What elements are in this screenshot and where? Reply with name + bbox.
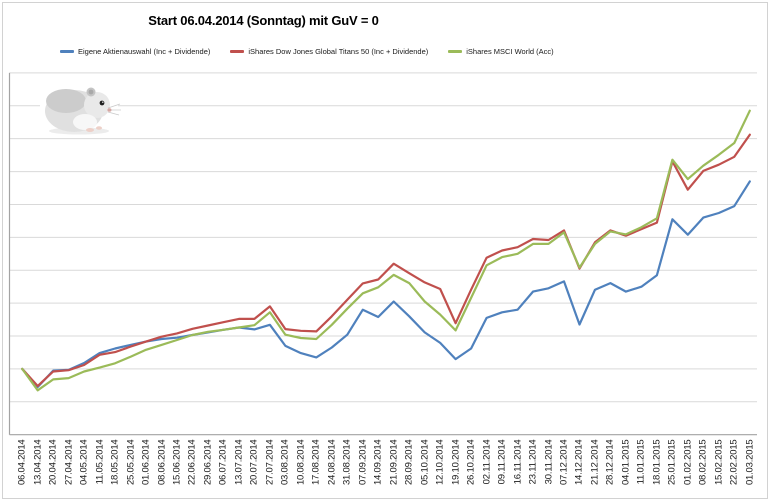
legend-label: iShares MSCI World (Acc): [466, 47, 554, 56]
x-axis-label: 25.05.2014: [125, 439, 137, 485]
x-axis-label: 23.11.2014: [527, 439, 539, 484]
x-axis-label: 28.09.2014: [403, 439, 415, 485]
x-axis-label: 22.06.2014: [186, 439, 198, 485]
x-axis-label: 02.11.2014: [481, 439, 493, 484]
legend-marker-icon: [230, 50, 245, 53]
x-axis-label: 11.05.2014: [94, 439, 106, 484]
x-axis-label: 13.04.2014: [32, 439, 44, 485]
x-axis-label: 12.10.2014: [434, 439, 446, 485]
x-axis-label: 01.02.2015: [682, 439, 694, 485]
x-axis-label: 13.07.2014: [233, 439, 245, 485]
x-axis-label: 17.08.2014: [310, 439, 322, 485]
x-axis-label: 22.02.2015: [728, 439, 740, 485]
x-axis-label: 27.04.2014: [63, 439, 75, 485]
legend-item-1: iShares Dow Jones Global Titans 50 (Inc …: [230, 47, 428, 56]
x-axis-label: 11.01.2015: [635, 439, 647, 484]
chart-legend: Eigene Aktienauswahl (Inc + Dividende) iS…: [60, 47, 554, 56]
x-axis-label: 01.06.2014: [140, 439, 152, 485]
legend-label: Eigene Aktienauswahl (Inc + Dividende): [78, 47, 211, 56]
x-axis-label: 10.08.2014: [295, 439, 307, 485]
x-axis-label: 28.12.2014: [604, 439, 616, 485]
x-axis-label: 04.01.2015: [620, 439, 632, 485]
hamster-whiskers: [107, 103, 121, 116]
x-axis-label: 31.08.2014: [341, 439, 353, 485]
x-axis-label: 30.11.2014: [543, 439, 555, 484]
x-axis-label: 01.03.2015: [744, 439, 756, 485]
legend-label: iShares Dow Jones Global Titans 50 (Inc …: [248, 47, 429, 56]
gridlines: [9, 72, 757, 403]
x-axis-label: 15.06.2014: [171, 439, 183, 485]
x-axis-label: 08.02.2015: [697, 439, 709, 485]
x-axis-label: 18.05.2014: [109, 439, 121, 485]
x-axis-label: 14.12.2014: [573, 439, 585, 485]
legend-marker-icon: [60, 50, 74, 53]
x-axis-label: 29.06.2014: [202, 439, 214, 485]
x-axis-label: 21.09.2014: [388, 439, 400, 485]
x-axis-label: 20.04.2014: [47, 439, 59, 485]
x-axis-label: 06.04.2014: [16, 439, 28, 485]
x-axis-label: 07.09.2014: [357, 439, 369, 485]
x-axis-label: 20.07.2014: [248, 439, 260, 485]
x-axis-label: 25.01.2015: [666, 439, 678, 485]
x-axis-label: 16.11.2014: [512, 439, 524, 484]
chart-title: Start 06.04.2014 (Sonntag) mit GuV = 0: [148, 13, 379, 28]
series-lines: [21, 109, 751, 392]
x-axis-label: 18.01.2015: [651, 439, 663, 485]
x-axis-label: 14.09.2014: [372, 439, 384, 485]
x-axis-label: 24.08.2014: [326, 439, 338, 485]
x-axis-label: 15.02.2015: [713, 439, 725, 485]
x-axis-label: 04.05.2014: [78, 439, 90, 485]
x-axis-label: 05.10.2014: [419, 439, 431, 485]
x-axis-label: 08.06.2014: [156, 439, 168, 485]
hamster-image: [40, 78, 121, 136]
legend-item-0: Eigene Aktienauswahl (Inc + Dividende): [60, 47, 210, 56]
series-line-1: [21, 133, 751, 388]
x-axis-label: 19.10.2014: [450, 439, 462, 485]
x-axis-label: 07.12.2014: [558, 439, 570, 485]
x-axis-label: 06.07.2014: [217, 439, 229, 485]
x-axis-label: 26.10.2014: [465, 439, 477, 485]
legend-item-2: iShares MSCI World (Acc): [448, 47, 554, 56]
axes: [8, 72, 757, 436]
x-axis-label: 27.07.2014: [264, 439, 276, 485]
legend-marker-icon: [448, 50, 463, 53]
x-axis-label: 09.11.2014: [496, 439, 508, 484]
series-line-2: [21, 109, 751, 392]
x-axis-label: 21.12.2014: [589, 439, 601, 485]
x-axis-label: 03.08.2014: [279, 439, 291, 485]
